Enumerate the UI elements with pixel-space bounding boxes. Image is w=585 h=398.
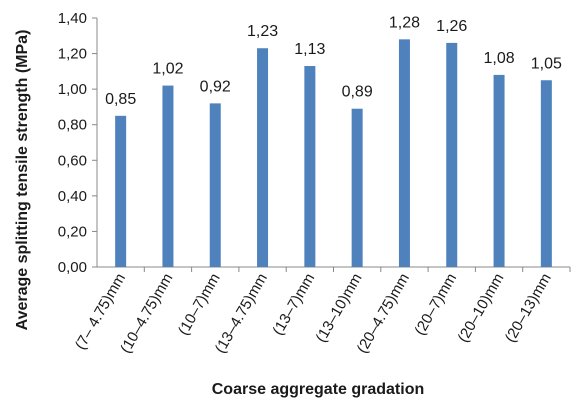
data-labels: 0,85 1,02 0,92 1,23 1,13 0,89 1,28 1,26 1,08 1,05 bbox=[105, 14, 562, 107]
x-tick-label: (10–7)mm bbox=[175, 271, 224, 339]
y-axis: 0,00 0,20 0,40 0,60 0,80 1,00 1,20 1,40 bbox=[58, 10, 98, 276]
x-axis-title: Coarse aggregate gradation bbox=[212, 381, 425, 398]
bar bbox=[209, 103, 221, 267]
bar-value-label: 1,26 bbox=[436, 18, 467, 35]
bar bbox=[162, 85, 174, 267]
x-tick-label: (13–7)mm bbox=[269, 271, 318, 339]
bar-value-label: 0,85 bbox=[105, 91, 136, 108]
y-tick-label: 0,40 bbox=[58, 188, 87, 205]
y-tick-label: 0,80 bbox=[58, 117, 87, 134]
y-tick-label: 0,60 bbox=[58, 152, 87, 169]
bar bbox=[493, 74, 505, 268]
y-tick-label: 1,00 bbox=[58, 81, 87, 98]
bar-value-label: 1,23 bbox=[247, 23, 278, 40]
bar bbox=[304, 66, 316, 268]
x-tick-label: (20–7)mm bbox=[411, 271, 460, 339]
bar-value-label: 1,02 bbox=[152, 61, 183, 78]
y-tick-label: 1,40 bbox=[58, 10, 87, 27]
x-axis: (7– 4.75)mm(10–4.75)mm(10–7)mm(13–4.75)m… bbox=[72, 266, 571, 356]
bar-value-label: 1,05 bbox=[531, 55, 562, 72]
bar bbox=[257, 48, 269, 267]
y-tick-label: 0,20 bbox=[58, 223, 87, 240]
bar bbox=[540, 80, 552, 267]
x-tick-label: (20–10)mm bbox=[454, 271, 507, 346]
bar-value-label: 1,28 bbox=[389, 14, 420, 31]
bar-value-label: 1,08 bbox=[483, 50, 514, 67]
bar bbox=[351, 108, 363, 267]
bar-value-label: 0,92 bbox=[200, 78, 231, 95]
y-tick-label: 0,00 bbox=[58, 259, 87, 276]
y-tick-label: 1,20 bbox=[58, 46, 87, 63]
bar bbox=[446, 42, 458, 268]
x-tick-label: (13–10)mm bbox=[313, 271, 366, 346]
y-axis-title: Average splitting tensile strength (MPa) bbox=[14, 30, 31, 331]
bar-value-label: 1,13 bbox=[294, 41, 325, 58]
bars bbox=[115, 39, 552, 268]
bar bbox=[398, 39, 410, 267]
x-tick-label: (20–13)mm bbox=[502, 271, 555, 346]
bar-value-label: 0,89 bbox=[342, 84, 373, 101]
bar bbox=[115, 115, 127, 267]
